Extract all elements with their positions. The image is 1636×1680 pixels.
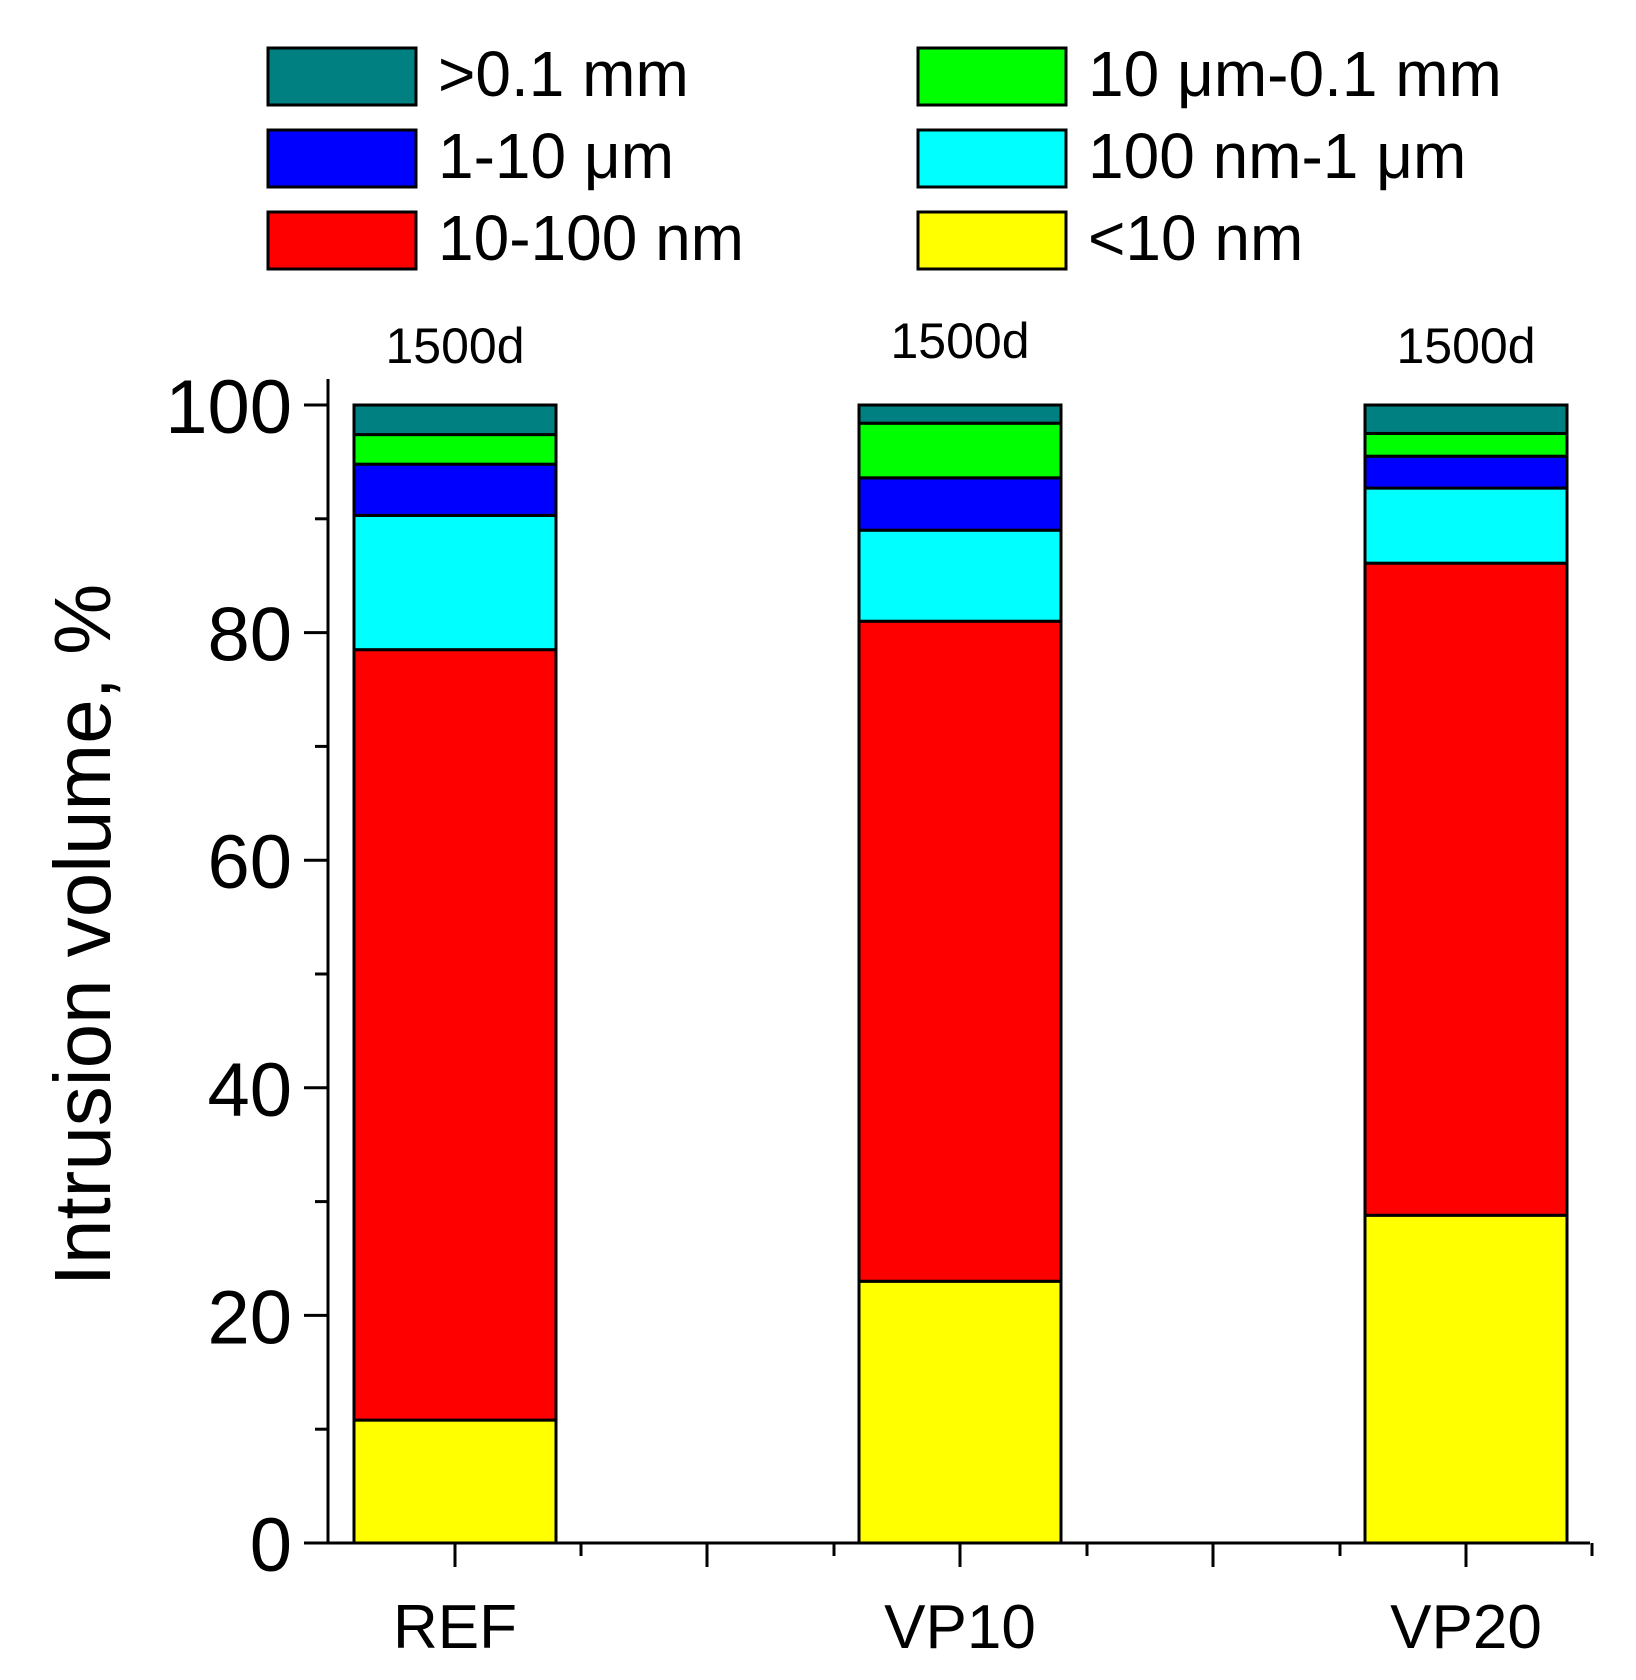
bar-segment-ref-0 — [352, 1418, 558, 1545]
x-tick-label: VP20 — [1390, 1593, 1542, 1662]
bar-annotation: 1500d — [890, 313, 1029, 369]
x-tick-label: VP10 — [884, 1593, 1036, 1662]
bar-segment-vp10-5 — [857, 403, 1063, 425]
bar-segment-vp20-3 — [1363, 454, 1569, 490]
bar-segment-vp10-1 — [857, 619, 1063, 1283]
legend-swatch — [916, 210, 1068, 271]
legend-label: 100 nm-1 μm — [1088, 120, 1466, 192]
bar-segment-vp10-0 — [857, 1279, 1063, 1545]
bar-annotation: 1500d — [385, 318, 524, 374]
legend-swatch — [916, 46, 1068, 107]
axes: 0 20 40 60 80 100 REF VP10 VP20 — [165, 365, 1594, 1662]
legend-label: 1-10 μm — [438, 120, 674, 192]
y-axis-title: Intrusion volume, % — [38, 584, 127, 1287]
legend-label: <10 nm — [1088, 202, 1303, 274]
legend-swatch — [916, 128, 1068, 189]
legend-swatch — [266, 210, 418, 271]
bar-segment-ref-5 — [352, 403, 558, 437]
y-tick-label: 20 — [207, 1275, 292, 1360]
legend: >0.1 mm 10 μm-0.1 mm 1-10 μm 100 nm-1 μm 10-… — [266, 38, 1502, 274]
bar-segment-vp20-1 — [1363, 561, 1569, 1217]
bar-segment-vp10-4 — [857, 421, 1063, 480]
legend-swatch — [266, 128, 418, 189]
bars — [352, 403, 1569, 1545]
bar-segment-ref-4 — [352, 433, 558, 466]
legend-swatch — [266, 46, 418, 107]
legend-label: 10-100 nm — [438, 202, 744, 274]
bar-segment-vp10-3 — [857, 476, 1063, 532]
y-tick-label: 60 — [207, 820, 292, 905]
bar-segment-vp20-0 — [1363, 1213, 1569, 1545]
y-tick-label: 40 — [207, 1048, 292, 1133]
bar-segment-vp10-2 — [857, 528, 1063, 623]
y-tick-label: 80 — [207, 593, 292, 678]
bar-annotations: 1500d 1500d 1500d — [385, 313, 1535, 374]
bar-segment-ref-2 — [352, 513, 558, 652]
bar-segment-vp20-4 — [1363, 431, 1569, 458]
x-tick-label: REF — [393, 1593, 517, 1662]
bar-segment-vp20-2 — [1363, 486, 1569, 565]
y-tick-label: 100 — [165, 365, 292, 450]
bar-annotation: 1500d — [1396, 318, 1535, 374]
y-tick-label: 0 — [250, 1503, 292, 1588]
bar-segment-vp20-5 — [1363, 403, 1569, 435]
bar-segment-ref-1 — [352, 648, 558, 1422]
bar-segment-ref-3 — [352, 462, 558, 517]
legend-label: 10 μm-0.1 mm — [1088, 38, 1502, 110]
legend-label: >0.1 mm — [438, 38, 689, 110]
